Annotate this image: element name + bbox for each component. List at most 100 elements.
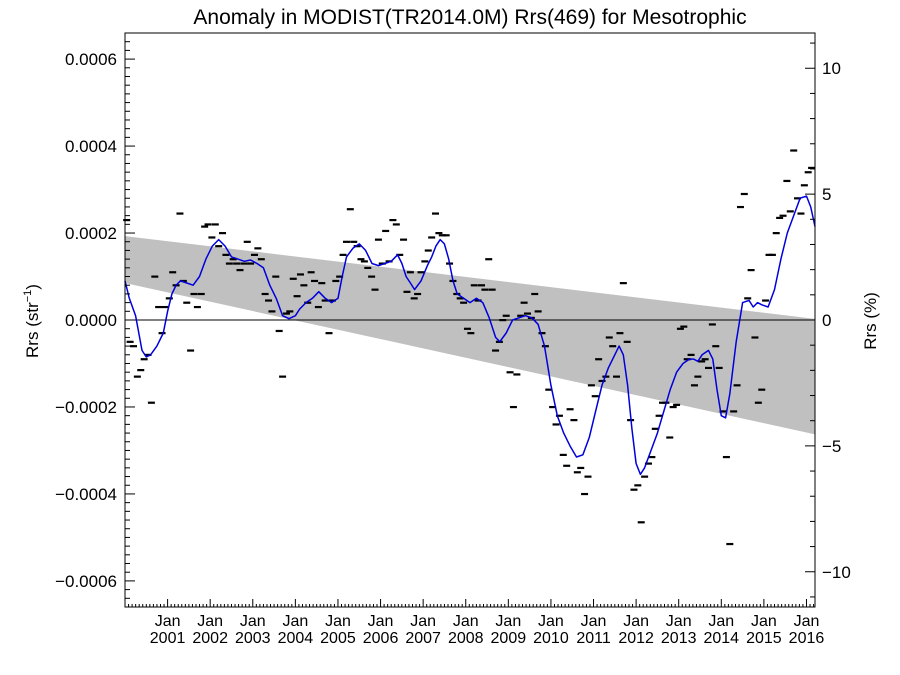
monthly-point-116	[534, 310, 542, 313]
monthly-point-109	[509, 405, 517, 409]
monthly-point-126	[570, 419, 578, 422]
monthly-point-160	[690, 384, 698, 387]
monthly-point-79	[403, 290, 411, 293]
monthly-point-62	[342, 240, 350, 243]
y-tick-label-6: 0.0006	[65, 50, 117, 69]
monthly-point-139	[616, 332, 624, 335]
monthly-point-22	[201, 225, 209, 228]
monthly-point-190	[797, 212, 805, 215]
monthly-point-177	[751, 336, 759, 339]
x-tick-label-year-12: 2013	[661, 630, 697, 647]
monthly-point-144	[634, 484, 642, 487]
monthly-point-60	[336, 275, 344, 278]
monthly-point-187	[786, 210, 794, 213]
monthly-point-161	[694, 375, 702, 378]
monthly-point-128	[577, 466, 585, 470]
monthly-point-84	[421, 260, 429, 263]
monthly-point-76	[392, 223, 400, 226]
monthly-point-13	[169, 271, 177, 274]
monthly-point-21	[197, 292, 205, 296]
monthly-point-94	[456, 297, 464, 300]
x-tick-label-year-11: 2012	[618, 630, 654, 647]
x-tick-label-month-11: Jan	[623, 613, 649, 630]
x-tick-label-month-3: Jan	[282, 613, 308, 630]
x-tick-label-month-7: Jan	[453, 613, 479, 630]
chart-title: Anomaly in MODIST(TR2014.0M) Rrs(469) fo…	[193, 6, 746, 29]
monthly-point-118	[541, 345, 549, 348]
monthly-point-96	[463, 327, 471, 330]
monthly-point-110	[513, 373, 521, 376]
monthly-point-119	[545, 388, 553, 391]
x-tick-label-month-10: Jan	[581, 613, 607, 630]
monthly-point-5	[140, 358, 148, 361]
monthly-point-67	[360, 260, 368, 263]
x-tick-label-year-14: 2015	[746, 630, 782, 647]
monthly-point-127	[573, 471, 581, 474]
monthly-point-167	[715, 366, 723, 370]
x-tick-label-year-10: 2011	[576, 630, 611, 647]
monthly-point-52	[307, 271, 315, 274]
monthly-point-138	[613, 375, 621, 378]
monthly-point-66	[357, 258, 365, 261]
monthly-point-171	[730, 410, 738, 413]
monthly-point-31	[233, 262, 241, 265]
x-tick-label-month-4: Jan	[325, 613, 351, 630]
monthly-point-145	[637, 521, 645, 524]
monthly-point-75	[389, 218, 397, 222]
monthly-point-15	[176, 212, 184, 215]
monthly-point-175	[744, 297, 752, 300]
monthly-point-102	[485, 258, 493, 261]
monthly-point-4	[137, 369, 145, 372]
monthly-point-26	[215, 245, 223, 248]
monthly-point-140	[619, 282, 627, 285]
x-tick-label-year-4: 2005	[320, 630, 356, 647]
monthly-point-185	[779, 214, 787, 217]
monthly-point-99	[474, 299, 482, 302]
monthly-point-101	[481, 288, 489, 291]
monthly-point-186	[783, 179, 791, 183]
monthly-point-143	[630, 488, 638, 491]
monthly-point-42	[272, 275, 280, 278]
y-axis-label-close: )	[23, 284, 42, 290]
monthly-point-155	[673, 403, 681, 406]
monthly-point-36	[250, 253, 258, 256]
monthly-point-106	[499, 319, 507, 322]
monthly-point-136	[605, 336, 613, 339]
monthly-point-10	[158, 332, 166, 335]
monthly-point-111	[517, 314, 525, 317]
monthly-point-3	[133, 375, 141, 378]
monthly-point-9	[155, 305, 163, 309]
monthly-point-40	[265, 299, 273, 302]
monthly-point-120	[549, 405, 557, 409]
monthly-point-50	[300, 284, 308, 287]
monthly-point-172	[733, 384, 741, 387]
trend-confidence-band	[125, 236, 815, 435]
y-axis-label-base: Rrs (str	[23, 302, 42, 358]
monthly-point-12	[165, 297, 173, 300]
monthly-point-38	[257, 258, 265, 261]
x-tick-label-year-13: 2014	[703, 630, 739, 647]
x-tick-label-month-15: Jan	[794, 613, 820, 630]
y2-tick-label-3: 5	[822, 185, 831, 204]
monthly-point-83	[417, 271, 425, 274]
right-axis-ticks: −10 −5 0 5 10	[805, 42, 851, 598]
monthly-point-51	[304, 301, 312, 304]
monthly-point-133	[595, 358, 603, 361]
monthly-point-117	[538, 332, 546, 335]
monthly-point-141	[623, 340, 631, 343]
monthly-point-64	[350, 240, 358, 243]
monthly-point-180	[762, 299, 770, 302]
monthly-point-88	[435, 232, 443, 235]
monthly-point-70	[371, 288, 379, 291]
monthly-point-182	[768, 253, 776, 256]
monthly-point-150	[655, 414, 663, 417]
y2-tick-label-4: 10	[822, 59, 841, 78]
monthly-point-158	[683, 358, 691, 361]
x-tick-label-month-0: Jan	[155, 613, 181, 630]
monthly-point-8	[151, 275, 159, 278]
monthly-point-48	[293, 295, 301, 298]
monthly-point-0	[123, 218, 131, 222]
monthly-point-170	[726, 542, 734, 546]
monthly-point-189	[794, 197, 802, 200]
